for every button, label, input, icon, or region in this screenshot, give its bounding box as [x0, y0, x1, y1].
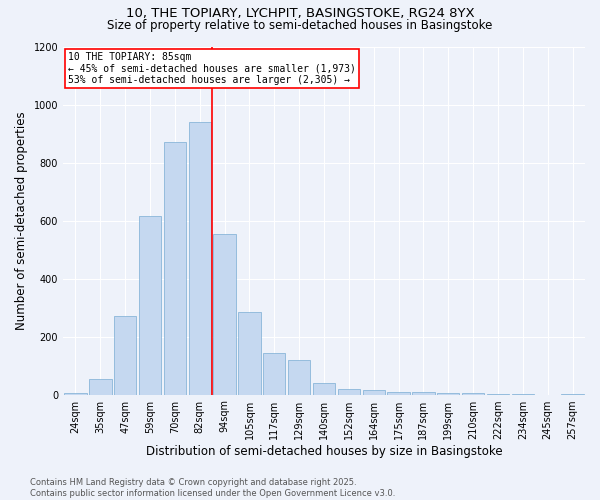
Text: Contains HM Land Registry data © Crown copyright and database right 2025.
Contai: Contains HM Land Registry data © Crown c…	[30, 478, 395, 498]
Bar	[114, 316, 136, 394]
Bar	[188, 122, 211, 394]
Bar	[238, 312, 260, 394]
Bar	[164, 142, 186, 395]
Text: 10, THE TOPIARY, LYCHPIT, BASINGSTOKE, RG24 8YX: 10, THE TOPIARY, LYCHPIT, BASINGSTOKE, R…	[125, 8, 475, 20]
Y-axis label: Number of semi-detached properties: Number of semi-detached properties	[15, 111, 28, 330]
Bar	[263, 352, 286, 395]
Bar	[64, 393, 86, 394]
Bar	[437, 393, 460, 394]
Text: Size of property relative to semi-detached houses in Basingstoke: Size of property relative to semi-detach…	[107, 18, 493, 32]
Bar	[313, 383, 335, 394]
Bar	[412, 392, 434, 394]
Bar	[462, 393, 484, 394]
Bar	[214, 234, 236, 394]
Bar	[388, 392, 410, 394]
Bar	[139, 216, 161, 394]
X-axis label: Distribution of semi-detached houses by size in Basingstoke: Distribution of semi-detached houses by …	[146, 444, 502, 458]
Bar	[288, 360, 310, 394]
Bar	[89, 378, 112, 394]
Bar	[338, 389, 360, 394]
Text: 10 THE TOPIARY: 85sqm
← 45% of semi-detached houses are smaller (1,973)
53% of s: 10 THE TOPIARY: 85sqm ← 45% of semi-deta…	[68, 52, 356, 85]
Bar	[362, 390, 385, 394]
